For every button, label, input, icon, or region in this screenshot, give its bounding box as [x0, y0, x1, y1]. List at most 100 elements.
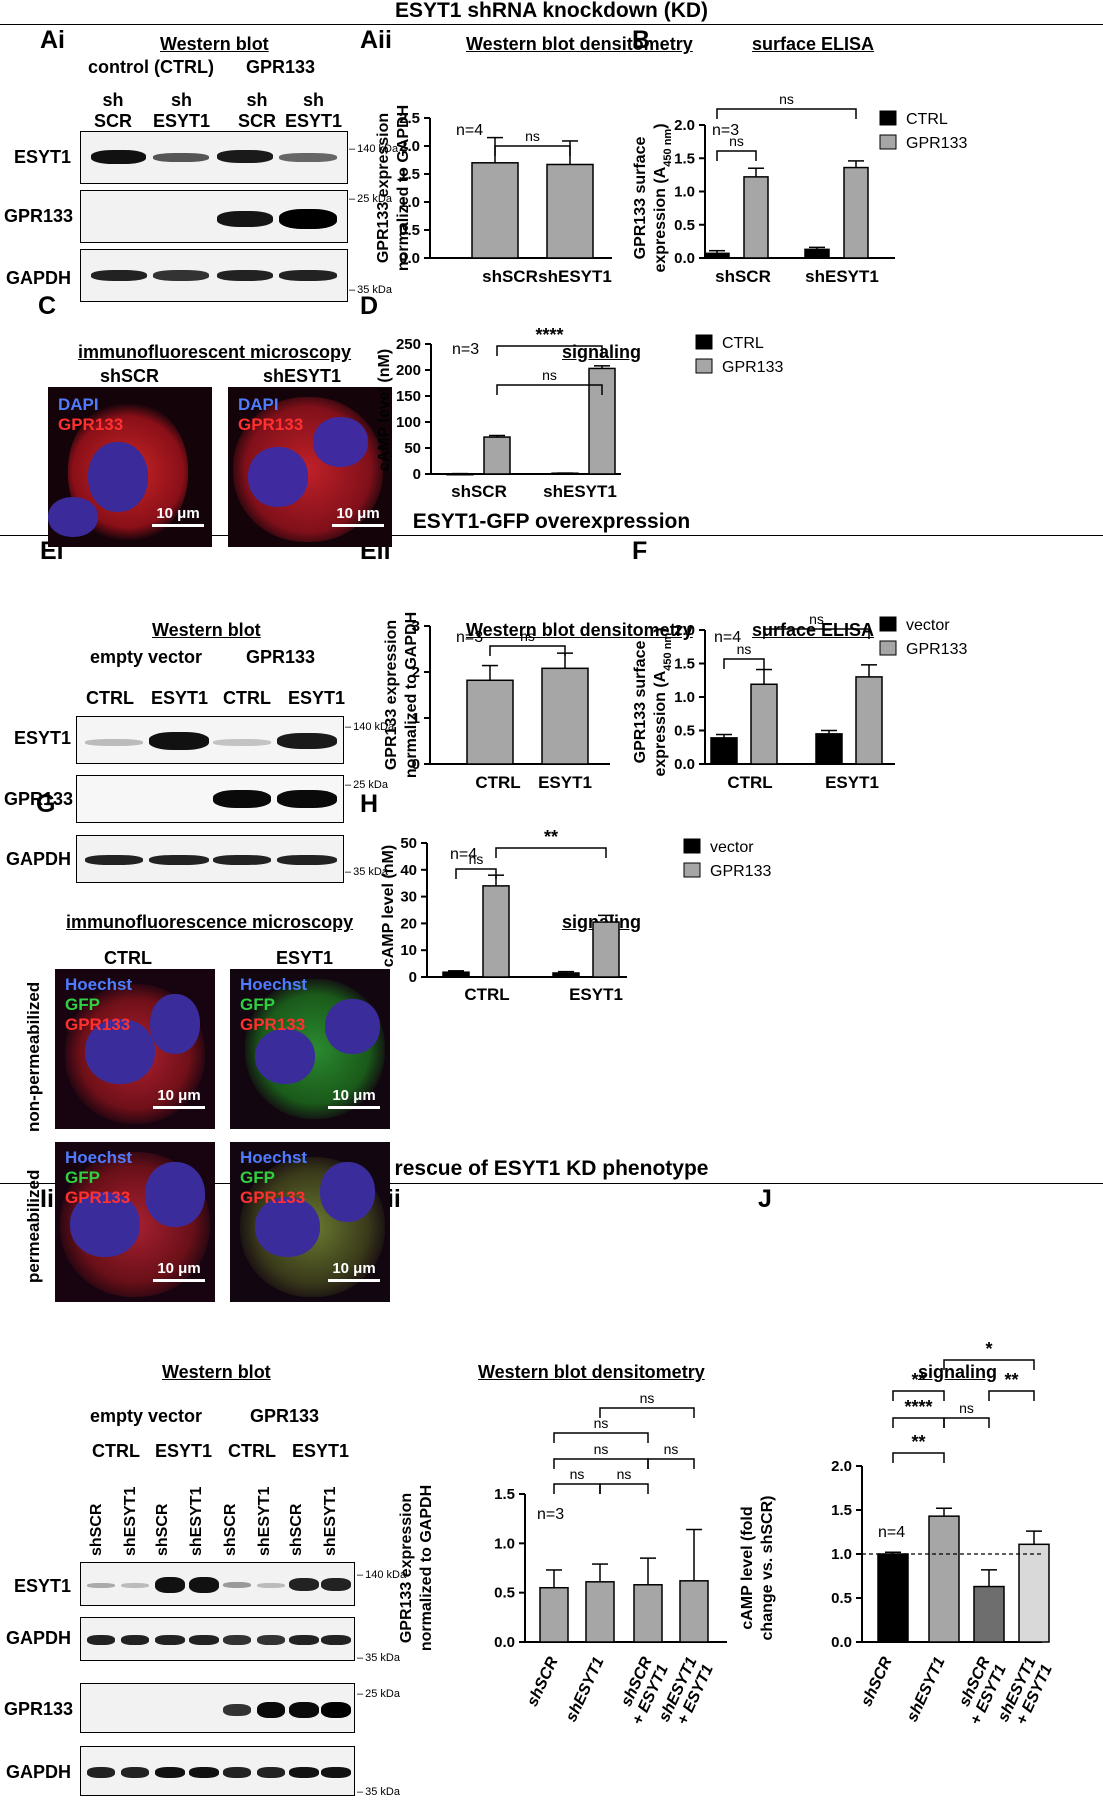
- y-tick-label: 2.0: [674, 622, 695, 639]
- legend-swatch: [683, 838, 701, 854]
- n-label: n=3: [537, 1506, 564, 1523]
- significance-bracket: [892, 1452, 945, 1463]
- panel-title-aii: Western blot densitometry: [466, 34, 693, 54]
- section-divider: [0, 535, 1103, 536]
- blot-e-row-esyt1: ESYT1: [14, 728, 72, 748]
- y-tick-label: 1.5: [674, 656, 695, 673]
- significance-label: ns: [779, 91, 794, 107]
- micrograph-c-shesyt1: DAPI GPR133 10 μm: [228, 387, 392, 547]
- blot-i-subgroup-3: CTRL: [228, 1441, 276, 1461]
- y-tick-label: 0.0: [399, 250, 420, 267]
- legend-swatch: [879, 110, 897, 126]
- panel-label-ai: Ai: [40, 26, 65, 54]
- y-axis-label: normalized to GAPDH: [395, 105, 412, 271]
- category-label: ESYT1: [825, 773, 879, 792]
- y-tick-label: 1.5: [674, 150, 695, 167]
- chart-j: 0.0 0.5 1.0 1.5 2.0 cAMP level (fold change vs…: [739, 1339, 1056, 1732]
- y-tick-label: 1.0: [494, 1535, 515, 1552]
- panel-label-h: H: [360, 790, 379, 818]
- panel-label-j: J: [758, 1185, 772, 1213]
- bar: [471, 162, 519, 259]
- blot-i-row-esyt1: ESYT1: [14, 1576, 72, 1596]
- bar-vector: [710, 737, 738, 765]
- significance-bracket: [988, 1390, 1035, 1401]
- section-title-knockdown: ESYT1 shRNA knockdown (KD): [394, 0, 709, 22]
- y-tick-label: 0.5: [399, 222, 420, 239]
- bar: [539, 1586, 569, 1643]
- micro-g-col-1: CTRL: [104, 948, 152, 968]
- bar-gpr133: [483, 436, 511, 475]
- category-label: shESYT1+ ESYT1: [995, 1654, 1056, 1732]
- n-label: n=3: [712, 122, 739, 139]
- blot-i-gapdh-2: [80, 1746, 355, 1796]
- legend-label: CTRL: [906, 111, 948, 128]
- mw-marker: 35 kDa: [357, 1786, 400, 1798]
- bar-gpr133: [855, 676, 883, 765]
- blot-i-gapdh-1: [80, 1617, 355, 1661]
- y-axis-label: normalized to GAPDH: [418, 1485, 435, 1651]
- significance-bracket: [496, 384, 603, 395]
- category-label: shESYT1: [563, 1654, 608, 1724]
- y-tick-label: 1.5: [494, 1486, 515, 1503]
- significance-bracket: [892, 1390, 945, 1401]
- significance-bracket: [763, 628, 870, 639]
- y-tick-label: 1: [412, 710, 420, 727]
- blot-e-gpr133: [76, 775, 344, 823]
- significance-label: ns: [525, 128, 540, 144]
- blot-e-lane-2: ESYT1: [151, 688, 209, 708]
- category-label: shSCR: [858, 1654, 896, 1709]
- blot-a-gpr133: [80, 190, 348, 243]
- mw-marker: 140 kDa: [349, 143, 398, 155]
- category-label: shESYT1+ ESYT1: [656, 1654, 717, 1732]
- blot-i-group-1: empty vector: [90, 1406, 203, 1426]
- y-tick-label: 20: [400, 915, 417, 932]
- significance-bracket: [943, 1359, 1035, 1370]
- y-axis-label: GPR133 surface: [632, 137, 649, 260]
- y-axis-label: cAMP level (fold: [739, 1506, 756, 1629]
- y-tick-label: 1.5: [399, 166, 420, 183]
- blot-a-lane-3: sh SCR: [238, 90, 277, 131]
- bar: [541, 667, 589, 765]
- significance-label: **: [1004, 1370, 1018, 1390]
- y-tick-label: 3: [412, 618, 420, 635]
- blot-i-row-gapdh-2: GAPDH: [6, 1762, 72, 1782]
- blot-i-gpr133: [80, 1683, 355, 1733]
- mw-marker: 25 kDa: [345, 779, 388, 791]
- blot-a-row-esyt1: ESYT1: [14, 147, 72, 167]
- y-tick-label: 50: [400, 835, 417, 852]
- panel-label-b: B: [632, 26, 651, 54]
- category-label: CTRL: [475, 773, 520, 792]
- micro-c-col-1: shSCR: [100, 366, 160, 386]
- blot-a-row-gpr133: GPR133: [4, 206, 74, 226]
- legend-swatch: [695, 334, 713, 350]
- bar: [973, 1585, 1005, 1643]
- category-label: CTRL: [464, 985, 509, 1004]
- significance-label: *: [985, 1339, 992, 1359]
- significance-label: ns: [617, 1466, 632, 1482]
- panel-label-d: D: [360, 292, 379, 320]
- legend-swatch: [879, 134, 897, 150]
- blot-e-gapdh: [76, 835, 344, 883]
- micrograph-g-ctrl-perm: Hoechst GFP GPR133 10 μm: [55, 1142, 215, 1302]
- significance-bracket: [489, 645, 566, 656]
- blot-i-subgroup-1: CTRL: [92, 1441, 140, 1461]
- bar-ctrl: [704, 252, 730, 259]
- y-tick-label: 40: [400, 862, 417, 879]
- micrograph-c-shscr: DAPI GPR133 10 μm: [48, 387, 212, 547]
- legend-swatch: [695, 358, 713, 374]
- panel-title-c: immunofluorescent microscopy: [78, 342, 352, 362]
- bar-vector: [815, 733, 843, 765]
- micrograph-g-esyt1-nonperm: Hoechst GFP GPR133 10 μm: [230, 969, 390, 1129]
- category-label: shSCR: [524, 1654, 562, 1709]
- blot-i-row-gapdh: GAPDH: [6, 1628, 72, 1648]
- category-label: shESYT1: [805, 267, 879, 286]
- bar: [877, 1553, 909, 1643]
- y-tick-label: 0.5: [494, 1585, 515, 1602]
- y-tick-label: 1.5: [831, 1502, 852, 1519]
- y-tick-label: 0.5: [674, 217, 695, 234]
- blot-e-lane-1: CTRL: [86, 688, 134, 708]
- y-tick-label: 0.5: [674, 723, 695, 740]
- bar-vector: [552, 972, 580, 978]
- panel-title-ei: Western blot: [152, 620, 261, 640]
